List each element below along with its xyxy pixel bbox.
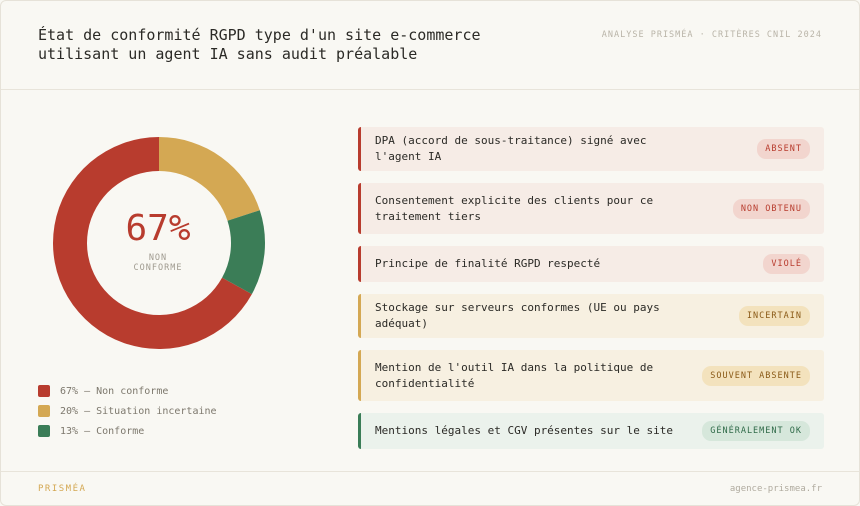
footer-brand: PRISMÉA (38, 484, 87, 494)
checklist-label: DPA (accord de sous-traitance) signé ave… (375, 134, 647, 163)
footer-url: agence-prismea.fr (729, 484, 822, 494)
donut-slice (159, 137, 260, 221)
legend-item: 13% — Conforme (38, 421, 217, 441)
status-badge: GÉNÉRALEMENT OK (702, 421, 810, 441)
checklist-row: Stockage sur serveurs conformes (UE ou p… (358, 294, 824, 338)
title: État de conformité RGPD type d'un site e… (38, 26, 481, 63)
checklist: DPA (accord de sous-traitance) signé ave… (358, 127, 824, 461)
legend-swatch (38, 385, 50, 397)
status-badge: NON OBTENU (732, 198, 810, 219)
legend-label: 13% — Conforme (60, 425, 145, 437)
legend-swatch (38, 405, 50, 417)
tagline: ANALYSE PRISMÉA · CRITÈRES CNIL 2024 (601, 30, 822, 40)
legend-label: 67% — Non conforme (60, 385, 169, 397)
donut-slice (53, 137, 252, 349)
center-label: 67% (125, 208, 191, 249)
checklist-label: Consentement explicite des clients pour … (375, 193, 654, 223)
legend-label: 20% — Situation incertaine (60, 405, 217, 417)
header: État de conformité RGPD type d'un site e… (1, 1, 859, 90)
donut-center: 67% NON CONFORME (108, 208, 208, 274)
checklist-row: DPA (accord de sous-traitance) signé ave… (358, 127, 824, 171)
checklist-label: Mention de l'outil IA dans la politique … (375, 360, 654, 390)
legend-item: 20% — Situation incertaine (38, 401, 217, 421)
checklist-label: Mentions légales et CGV présentes sur le… (375, 424, 674, 437)
checklist-label: Stockage sur serveurs conformes (UE ou p… (375, 301, 660, 330)
checklist-row: Mention de l'outil IA dans la politique … (358, 350, 824, 401)
legend-swatch (38, 425, 50, 437)
donut-chart (53, 137, 265, 349)
status-badge: INCERTAIN (738, 306, 810, 326)
center-sublabel: NON CONFORME (133, 253, 183, 273)
legend-item: 67% — Non conforme (38, 381, 217, 401)
donut-slice (222, 210, 265, 295)
legend: 67% — Non conforme 20% — Situation incert… (38, 381, 217, 441)
status-badge: SOUVENT ABSENTE (702, 365, 810, 386)
checklist-row: Mentions légales et CGV présentes sur le… (358, 413, 824, 449)
footer: PRISMÉA agence-prismea.fr (1, 471, 859, 505)
status-badge: ABSENT (757, 139, 810, 159)
checklist-row: Principe de finalité RGPD respecté VIOLÉ (358, 246, 824, 282)
checklist-label: Principe de finalité RGPD respecté (375, 257, 601, 270)
status-badge: VIOLÉ (763, 254, 810, 274)
checklist-row: Consentement explicite des clients pour … (358, 183, 824, 234)
